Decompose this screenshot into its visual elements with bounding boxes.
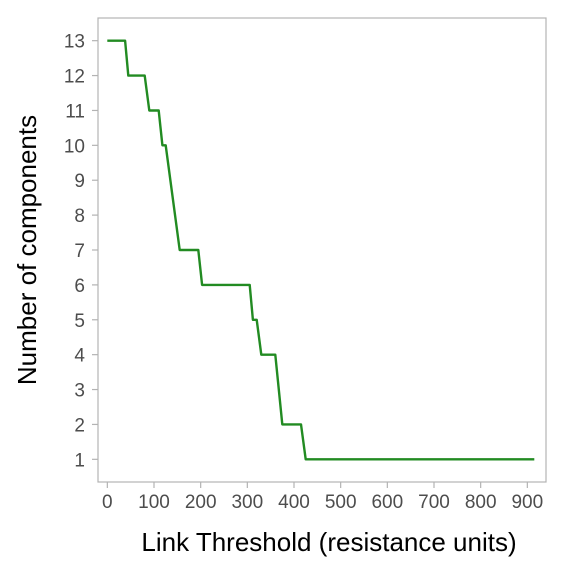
y-tick-label: 11 bbox=[65, 101, 85, 122]
y-tick-label: 10 bbox=[64, 136, 85, 157]
y-tick-label: 12 bbox=[64, 67, 85, 88]
y-tick-label: 13 bbox=[64, 32, 85, 53]
x-tick-label: 200 bbox=[185, 492, 217, 513]
series-layer bbox=[107, 39, 535, 461]
x-tick-label: 100 bbox=[138, 492, 170, 513]
x-tick-label: 700 bbox=[418, 492, 450, 513]
y-tick-label: 6 bbox=[74, 276, 85, 297]
x-tick-label: 0 bbox=[102, 492, 113, 513]
y-tick-label: 2 bbox=[74, 415, 85, 436]
x-axis-title: Link Threshold (resistance units) bbox=[141, 527, 516, 557]
x-tick-label: 900 bbox=[511, 492, 543, 513]
y-tick-label: 7 bbox=[74, 241, 85, 262]
x-tick-label: 500 bbox=[325, 492, 357, 513]
x-tick-label: 800 bbox=[465, 492, 497, 513]
y-tick-label: 4 bbox=[74, 346, 85, 367]
y-tick-label: 9 bbox=[74, 171, 85, 192]
y-tick-label: 3 bbox=[74, 381, 85, 402]
x-tick-label: 600 bbox=[371, 492, 403, 513]
x-tick-label: 400 bbox=[278, 492, 310, 513]
y-tick-label: 1 bbox=[74, 450, 85, 471]
series-line bbox=[107, 39, 535, 461]
x-axis-ticks: 0 100 200 300 400 500 600 700 800 900 bbox=[102, 482, 543, 513]
y-tick-label: 8 bbox=[74, 206, 85, 227]
y-tick-label: 5 bbox=[74, 311, 85, 332]
x-tick-label: 300 bbox=[231, 492, 263, 513]
plot-panel bbox=[97, 17, 547, 483]
y-axis-title: Number of components bbox=[12, 115, 42, 385]
